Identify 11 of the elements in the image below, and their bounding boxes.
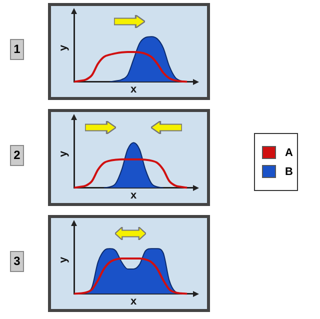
y-axis-title: y xyxy=(58,44,70,51)
y-axis-title: y xyxy=(58,256,70,263)
x-axis-title: x xyxy=(130,189,138,202)
y-axis-title: y xyxy=(58,150,70,157)
x-axis-title: x xyxy=(130,83,138,96)
x-axis-title: x xyxy=(130,295,138,308)
legend-label: B xyxy=(285,166,293,178)
legend-label: A xyxy=(285,146,293,158)
text: 3 xyxy=(10,251,24,272)
text: 2 xyxy=(10,145,24,166)
text: 1 xyxy=(10,39,24,60)
